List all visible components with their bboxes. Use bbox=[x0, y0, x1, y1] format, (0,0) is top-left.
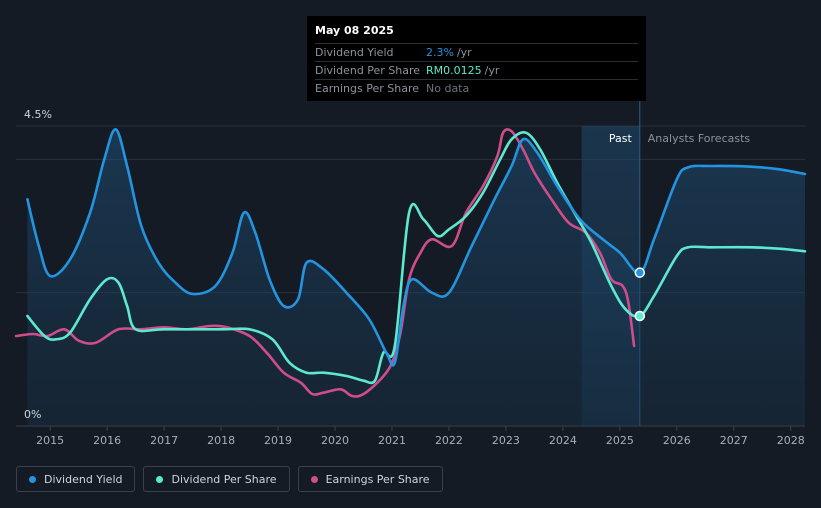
x-tick-label: 2023 bbox=[492, 434, 520, 447]
legend-dot-icon bbox=[310, 475, 318, 483]
y-tick-label: 0% bbox=[24, 408, 41, 421]
past-label: Past bbox=[609, 132, 633, 145]
tooltip-label: Dividend Yield bbox=[315, 46, 394, 59]
x-tick-label: 2016 bbox=[93, 434, 121, 447]
legend-label: Dividend Yield bbox=[44, 472, 123, 486]
tooltip-unit: /yr bbox=[456, 46, 472, 59]
legend-dividend-yield[interactable]: Dividend Yield bbox=[16, 466, 136, 492]
x-tick-label: 2028 bbox=[777, 434, 805, 447]
forecast-label: Analysts Forecasts bbox=[648, 132, 751, 145]
legend-earnings-per-share[interactable]: Earnings Per Share bbox=[297, 466, 443, 492]
series-area-dividend-yield bbox=[27, 129, 805, 426]
tooltip-date: May 08 2025 bbox=[315, 24, 394, 37]
x-tick-label: 2026 bbox=[663, 434, 691, 447]
x-tick-label: 2018 bbox=[207, 434, 235, 447]
x-tick-label: 2020 bbox=[321, 434, 349, 447]
legend-dot-icon bbox=[156, 475, 164, 483]
tooltip-unit: /yr bbox=[484, 64, 500, 77]
x-tick-label: 2021 bbox=[378, 434, 406, 447]
tooltip-label: Dividend Per Share bbox=[315, 64, 421, 77]
tooltip-row-dividend-yield: Dividend Yield 2.3% /yr bbox=[315, 43, 638, 61]
legend-label: Dividend Per Share bbox=[171, 472, 277, 486]
tooltip: May 08 2025 Dividend Yield 2.3% /yr Divi… bbox=[307, 16, 646, 101]
marker-dividend-yield bbox=[634, 267, 646, 278]
x-tick-label: 2024 bbox=[549, 434, 577, 447]
tooltip-row-earnings-per-share: Earnings Per Share No data bbox=[315, 79, 638, 97]
series-line-earnings-per-share bbox=[14, 128, 636, 398]
legend-dot-icon bbox=[29, 475, 36, 483]
x-tick-label: 2022 bbox=[435, 434, 463, 447]
x-tick-label: 2019 bbox=[264, 434, 292, 447]
tooltip-row-dividend-per-share: Dividend Per Share RM0.0125 /yr bbox=[315, 61, 638, 79]
x-tick-label: 2017 bbox=[150, 434, 178, 447]
y-tick-label: 4.5% bbox=[24, 108, 52, 121]
tooltip-value: 2.3% bbox=[426, 46, 454, 59]
legend-label: Earnings Per Share bbox=[325, 472, 430, 486]
x-tick-label: 2015 bbox=[36, 434, 64, 447]
legend-dividend-per-share[interactable]: Dividend Per Share bbox=[143, 466, 290, 492]
tooltip-value: RM0.0125 bbox=[426, 64, 482, 77]
tooltip-label: Earnings Per Share bbox=[315, 82, 420, 95]
series-line-dividend-yield bbox=[26, 128, 807, 367]
x-tick-label: 2025 bbox=[606, 434, 634, 447]
x-tick-label: 2027 bbox=[720, 434, 748, 447]
legend: Dividend Yield Dividend Per Share Earnin… bbox=[16, 466, 443, 492]
marker-dividend-per-share bbox=[634, 310, 646, 322]
tooltip-value: No data bbox=[426, 82, 470, 95]
